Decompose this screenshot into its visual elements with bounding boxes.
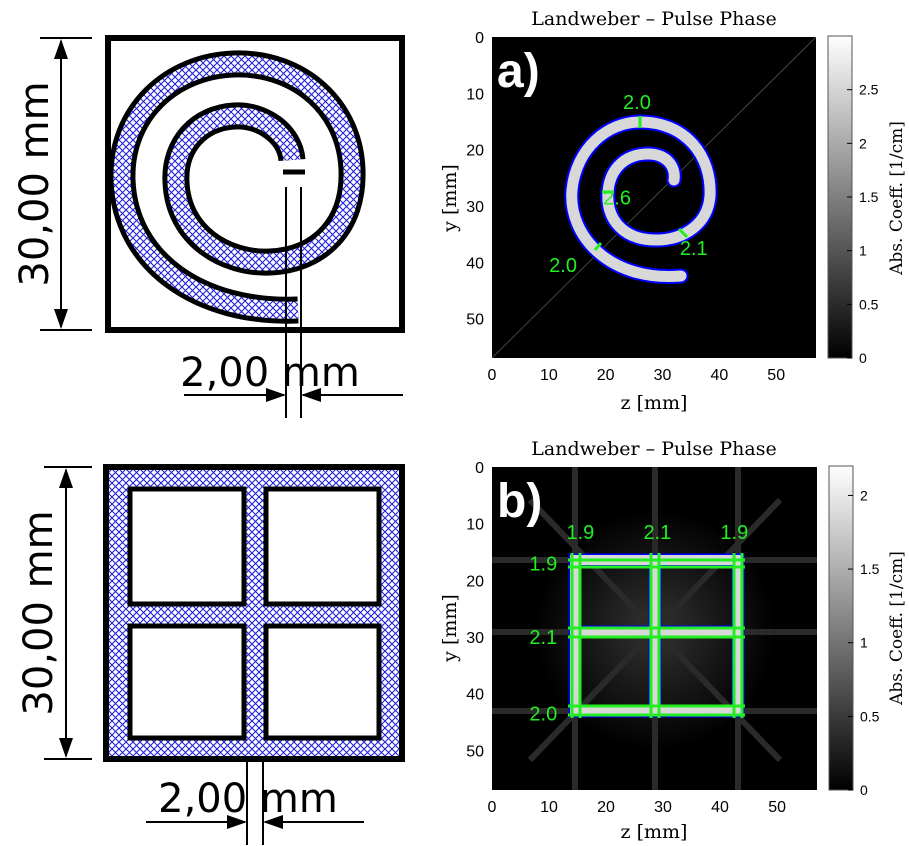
chart-b-ylabel: y [mm] bbox=[439, 594, 461, 663]
spiral-gap-dimension-label: 2,00 mm bbox=[180, 350, 360, 396]
grid-gap-dimension-label: 2,00 mm bbox=[158, 776, 338, 822]
chart-b-annotation: 2.1 bbox=[643, 522, 671, 544]
chart-a-xtick-label: 10 bbox=[540, 367, 558, 384]
chart-a-xtick-label: 0 bbox=[488, 367, 497, 384]
chart-a-image bbox=[492, 37, 816, 358]
grid-window-bottom-left bbox=[127, 623, 247, 741]
chart-a-xtick-label: 50 bbox=[767, 367, 785, 384]
grid-window-bottom-right bbox=[263, 623, 382, 741]
chart-a-ytick-label: 20 bbox=[466, 143, 484, 160]
chart-b-xtick-label: 40 bbox=[711, 799, 729, 816]
chart-a-measure-tick bbox=[677, 227, 689, 239]
chart-a-xtick-label: 40 bbox=[710, 367, 728, 384]
chart-b-xtick-label: 20 bbox=[597, 799, 615, 816]
spiral-fill bbox=[113, 55, 361, 319]
chart-a-panel-label: a) bbox=[497, 45, 540, 98]
chart-b-image bbox=[492, 467, 817, 790]
spiral-vertical-dimension-label: 30,00 mm bbox=[12, 81, 58, 286]
chart-a-ylabel: y [mm] bbox=[439, 164, 461, 233]
chart-b-colorbar-tick-label: 1 bbox=[860, 635, 868, 651]
spiral-drawing: 2,00 mm 30,00 mm bbox=[12, 35, 405, 418]
chart-a-colorbar-label: Abs. Coeff. [1/cm] bbox=[887, 121, 907, 276]
chart-a-measure-tick bbox=[593, 242, 603, 251]
chart-a-title: Landweber – Pulse Phase bbox=[531, 8, 776, 30]
chart-a-xtick-label: 20 bbox=[597, 367, 615, 384]
chart-b-ytick-label: 30 bbox=[466, 630, 484, 647]
chart-a-ytick-label: 0 bbox=[475, 30, 484, 47]
chart-a-xlabel: z [mm] bbox=[621, 392, 688, 414]
chart-a-annotation: 2.0 bbox=[549, 255, 577, 277]
chart-a-ytick-label: 30 bbox=[466, 199, 484, 216]
chart-b-ytick-label: 40 bbox=[466, 687, 484, 704]
chart-a-annotation: 2.6 bbox=[603, 188, 631, 210]
chart-b-ytick-label: 0 bbox=[475, 460, 484, 477]
chart-b-panel-label: b) bbox=[497, 475, 542, 528]
chart-b-colorbar-label: Abs. Coeff. [1/cm] bbox=[887, 551, 907, 706]
chart-a-colorbar-tick-label: 0 bbox=[859, 350, 867, 366]
chart-b-ytick-label: 50 bbox=[466, 743, 484, 760]
chart-b-annotation: 2.1 bbox=[529, 627, 557, 649]
chart-b-title: Landweber – Pulse Phase bbox=[531, 438, 776, 460]
chart-b-annotation: 1.9 bbox=[720, 522, 748, 544]
chart-a-annotation: 2.0 bbox=[623, 92, 651, 114]
chart-b-annotation: 2.0 bbox=[529, 704, 557, 726]
chart-b-colorbar-tick-label: 2 bbox=[860, 487, 868, 503]
chart-a-annotation: 2.1 bbox=[680, 238, 708, 260]
chart-a-ytick-label: 40 bbox=[466, 255, 484, 272]
chart-b: Landweber – Pulse Phase bbox=[439, 438, 907, 843]
chart-a-colorbar-tick-label: 1 bbox=[859, 243, 867, 259]
chart-b-measure-lines bbox=[568, 553, 745, 718]
chart-a-xtick-label: 30 bbox=[654, 367, 672, 384]
grid-window-top-left bbox=[127, 486, 247, 607]
chart-b-xtick-label: 10 bbox=[540, 799, 558, 816]
chart-b-ytick-label: 20 bbox=[466, 573, 484, 590]
chart-b-xtick-label: 0 bbox=[488, 799, 497, 816]
chart-a-ytick-label: 10 bbox=[466, 86, 484, 103]
chart-a-colorbar-tick-label: 1.5 bbox=[859, 189, 879, 205]
chart-a: Landweber – Pulse Phase a) 2.02.62.12.0 … bbox=[439, 8, 907, 414]
chart-b-xtick-label: 30 bbox=[654, 799, 672, 816]
chart-a-colorbar-tick-label: 2.5 bbox=[859, 82, 879, 98]
chart-b-xlabel: z [mm] bbox=[621, 821, 688, 843]
chart-a-colorbar-tick-label: 2 bbox=[859, 135, 867, 151]
grid-window-top-right bbox=[263, 486, 382, 607]
chart-a-ytick-label: 50 bbox=[466, 312, 484, 329]
chart-b-annotation: 1.9 bbox=[566, 522, 594, 544]
chart-a-colorbar-tick-label: 0.5 bbox=[859, 296, 879, 312]
grid-drawing: 2,00 mm 30,00 mm bbox=[16, 464, 405, 845]
grid-vertical-dimension-label: 30,00 mm bbox=[16, 510, 62, 715]
chart-b-colorbar-tick-label: 1.5 bbox=[860, 561, 880, 577]
chart-b-xtick-label: 50 bbox=[768, 799, 786, 816]
chart-b-ytick-label: 10 bbox=[466, 517, 484, 534]
chart-b-colorbar bbox=[828, 465, 854, 791]
chart-b-annotation: 1.9 bbox=[529, 553, 557, 575]
chart-b-colorbar-tick-label: 0 bbox=[860, 782, 868, 798]
chart-b-colorbar-tick-label: 0.5 bbox=[860, 708, 880, 724]
